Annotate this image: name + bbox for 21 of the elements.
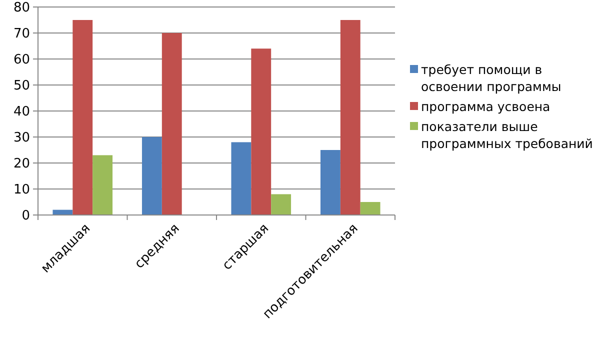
y-tick-label: 20 xyxy=(13,156,30,172)
y-tick-label: 30 xyxy=(13,130,30,146)
bar xyxy=(340,20,360,215)
bar xyxy=(360,202,380,215)
y-tick-label: 60 xyxy=(13,52,30,68)
bar xyxy=(320,150,340,215)
y-tick-label: 50 xyxy=(13,78,30,94)
y-tick-label: 40 xyxy=(13,104,30,120)
bar xyxy=(92,155,113,215)
y-tick-label: 80 xyxy=(13,0,30,16)
bar xyxy=(251,48,272,215)
y-tick-label: 0 xyxy=(22,208,30,224)
bar xyxy=(271,194,292,215)
bar xyxy=(72,20,93,215)
bar xyxy=(142,137,162,215)
bar xyxy=(231,142,252,215)
y-tick-label: 10 xyxy=(13,182,30,198)
y-tick-label: 70 xyxy=(13,26,30,42)
bar xyxy=(162,33,182,215)
legend-label: программа усвоена xyxy=(421,99,550,114)
legend-label: показатели выше программных требований xyxy=(421,119,593,151)
